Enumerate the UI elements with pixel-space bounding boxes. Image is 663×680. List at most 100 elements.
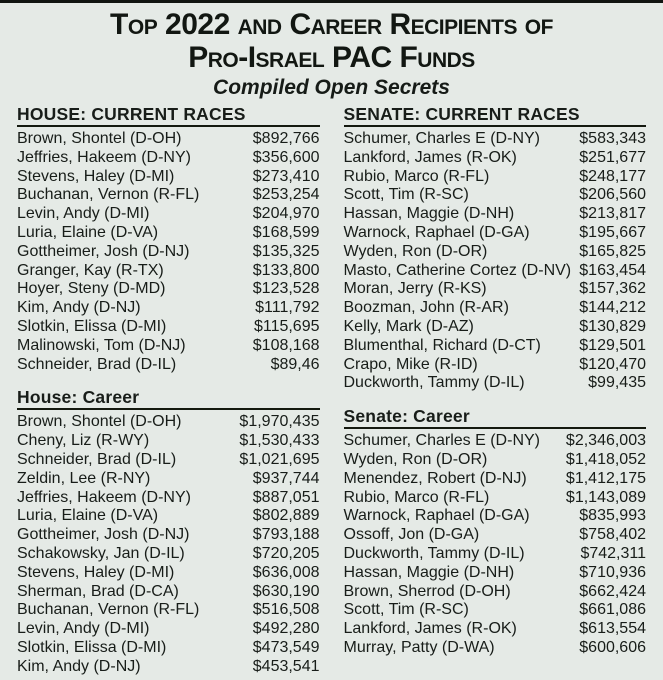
- recipient-name: Malinowski, Tom (D-NJ): [17, 336, 186, 354]
- recipient-name: Stevens, Haley (D-MI): [17, 563, 175, 581]
- recipient-name: Slotkin, Elissa (D-MI): [17, 317, 167, 335]
- table-row: Warnock, Raphael (D-GA) $195,667: [344, 224, 647, 243]
- table-row: Brown, Sherrod (D-OH) $662,424: [344, 583, 647, 602]
- section-header-senate-career: Senate: Career: [343, 407, 646, 430]
- amount-value: $251,677: [579, 148, 646, 166]
- recipient-name: Brown, Shontel (D-OH): [17, 130, 182, 147]
- amount-value: $129,501: [579, 336, 646, 354]
- recipient-name: Rubio, Marco (R-FL): [343, 488, 490, 506]
- section-header-house-career: House: Career: [17, 388, 320, 411]
- amount-value: $583,343: [579, 130, 646, 147]
- recipient-name: Schumer, Charles E (D-NY): [343, 130, 541, 147]
- recipient-name: Kim, Andy (D-NJ): [17, 299, 141, 317]
- table-row: Granger, Kay (R-TX) $133,800: [17, 262, 320, 281]
- recipient-name: Scott, Tim (R-SC): [343, 601, 469, 619]
- recipient-name: Granger, Kay (R-TX): [17, 261, 164, 279]
- amount-value: $163,454: [579, 261, 646, 279]
- recipient-name: Rubio, Marco (R-FL): [343, 167, 490, 185]
- table-row: Scott, Tim (R-SC) $206,560: [344, 186, 647, 205]
- recipient-name: Hassan, Maggie (D-NH): [343, 205, 515, 223]
- table-row: Wyden, Ron (D-OR) $165,825: [344, 243, 647, 262]
- recipient-name: Lankford, James (R-OK): [343, 620, 517, 638]
- section-rows-senate-career: Schumer, Charles E (D-NY) $2,346,003 Wyden…: [344, 429, 647, 658]
- amount-value: $1,412,175: [565, 469, 646, 487]
- recipient-name: Brown, Sherrod (D-OH): [343, 582, 511, 600]
- amount-value: $130,829: [579, 317, 646, 335]
- left-column: HOUSE: CURRENT RACES Brown, Shontel (D-O…: [17, 105, 320, 677]
- amount-value: $613,554: [579, 620, 646, 638]
- recipient-name: Hoyer, Steny (D-MD): [17, 280, 166, 298]
- table-row: Schneider, Brad (D-IL) $89,46: [17, 356, 320, 375]
- table-row: Warnock, Raphael (D-GA) $835,993: [344, 507, 647, 526]
- amount-value: $835,993: [579, 507, 646, 525]
- recipient-name: Menendez, Robert (D-NJ): [343, 469, 527, 487]
- recipient-name: Duckworth, Tammy (D-IL): [343, 544, 525, 562]
- recipient-name: Masto, Catherine Cortez (D-NV): [343, 261, 572, 279]
- recipient-name: Brown, Shontel (D-OH): [17, 413, 182, 431]
- recipient-name: Jeffries, Hakeem (D-NY): [17, 488, 191, 506]
- recipient-name: Wyden, Ron (D-OR): [343, 450, 488, 468]
- table-row: Crapo, Mike (R-ID) $120,470: [344, 356, 647, 375]
- recipient-name: Sherman, Brad (D-CA): [17, 582, 179, 600]
- table-row: Wyden, Ron (D-OR) $1,418,052: [344, 451, 647, 470]
- section-rows-house-career: Brown, Shontel (D-OH) $1,970,435 Cheny, Li…: [17, 410, 320, 676]
- section-senate-career: Senate: Career Schumer, Charles E (D-NY)…: [343, 407, 647, 658]
- table-row: Luria, Elaine (D-VA) $802,889: [17, 507, 320, 526]
- table-columns: HOUSE: CURRENT RACES Brown, Shontel (D-O…: [0, 101, 663, 677]
- recipient-name: Lankford, James (R-OK): [343, 148, 517, 166]
- table-row: Brown, Shontel (D-OH) $1,970,435: [17, 413, 320, 432]
- recipient-name: Schneider, Brad (D-IL): [17, 355, 177, 373]
- table-row: Boozman, John (R-AR) $144,212: [344, 299, 647, 318]
- table-row: Lankford, James (R-OK) $251,677: [344, 149, 647, 168]
- recipient-name: Hassan, Maggie (D-NH): [343, 563, 515, 581]
- table-row: Rubio, Marco (R-FL) $1,143,089: [344, 489, 647, 508]
- table-row: Moran, Jerry (R-KS) $157,362: [344, 280, 647, 299]
- amount-value: $204,970: [252, 205, 320, 223]
- amount-value: $661,086: [579, 601, 646, 619]
- table-row: Cheny, Liz (R-WY) $1,530,433: [17, 432, 320, 451]
- amount-value: $710,936: [579, 563, 646, 581]
- table-row: Masto, Catherine Cortez (D-NV) $163,454: [344, 262, 647, 281]
- amount-value: $111,792: [255, 299, 320, 317]
- amount-value: $887,051: [252, 488, 320, 506]
- amount-value: $157,362: [579, 280, 646, 298]
- table-row: Levin, Andy (D-MI) $204,970: [17, 205, 320, 224]
- recipient-name: Luria, Elaine (D-VA): [17, 507, 159, 525]
- table-row: Levin, Andy (D-MI) $492,280: [17, 620, 320, 639]
- table-row: Hoyer, Steny (D-MD) $123,528: [17, 280, 320, 299]
- amount-value: $1,021,695: [239, 450, 320, 468]
- section-rows-house-current: Brown, Shontel (D-OH) $892,766 Jeffries, H…: [17, 127, 320, 374]
- table-row: Kelly, Mark (D-AZ) $130,829: [344, 318, 647, 337]
- table-row: Kim, Andy (D-NJ) $111,792: [17, 299, 320, 318]
- section-senate-current-races: SENATE: CURRENT RACES Schumer, Charles E…: [343, 105, 647, 393]
- amount-value: $636,008: [252, 563, 320, 581]
- table-row: Rubio, Marco (R-FL) $248,177: [344, 168, 647, 187]
- recipient-name: Cheny, Liz (R-WY): [17, 432, 150, 450]
- recipient-name: Schneider, Brad (D-IL): [17, 450, 177, 468]
- table-row: Blumenthal, Richard (D-CT) $129,501: [344, 337, 647, 356]
- recipient-name: Levin, Andy (D-MI): [17, 620, 150, 638]
- right-column: SENATE: CURRENT RACES Schumer, Charles E…: [343, 105, 647, 677]
- table-row: Brown, Shontel (D-OH) $892,766: [17, 130, 320, 149]
- table-row: Gottheimer, Josh (D-NJ) $135,325: [17, 243, 320, 262]
- table-row: Luria, Elaine (D-VA) $168,599: [17, 224, 320, 243]
- recipient-name: Schumer, Charles E (D-NY): [343, 432, 541, 450]
- recipient-name: Kim, Andy (D-NJ): [17, 657, 141, 675]
- recipient-name: Gottheimer, Josh (D-NJ): [17, 242, 190, 260]
- title-block: Top 2022 and Career Recipients of Pro-Is…: [0, 3, 663, 101]
- recipient-name: Levin, Andy (D-MI): [17, 205, 150, 223]
- amount-value: $273,410: [252, 167, 320, 185]
- table-row: Buchanan, Vernon (R-FL) $253,254: [17, 186, 320, 205]
- page-title-line-2: Pro-Israel PAC Funds: [188, 41, 475, 74]
- amount-value: $720,205: [252, 544, 320, 562]
- section-header-senate-current: SENATE: CURRENT RACES: [343, 105, 646, 127]
- recipient-name: Ossoff, Jon (D-GA): [343, 526, 480, 544]
- recipient-name: Wyden, Ron (D-OR): [343, 242, 488, 260]
- table-row: Lankford, James (R-OK) $613,554: [344, 620, 647, 639]
- page-title-line-1: Top 2022 and Career Recipients of: [110, 8, 553, 41]
- recipient-name: Murray, Patty (D-WA): [343, 638, 495, 656]
- amount-value: $1,970,435: [239, 413, 320, 431]
- amount-value: $453,541: [252, 657, 320, 675]
- amount-value: $195,667: [579, 223, 646, 241]
